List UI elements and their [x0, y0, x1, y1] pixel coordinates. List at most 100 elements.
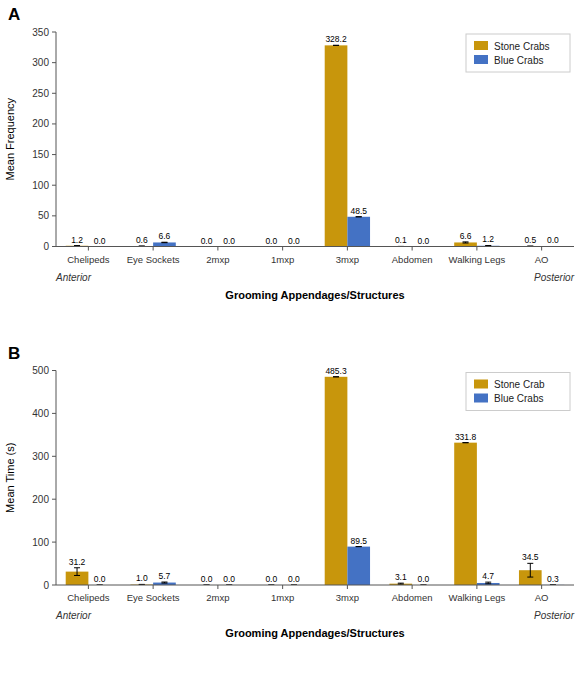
- x-tick: [541, 585, 542, 589]
- error-cap: [485, 582, 491, 583]
- x-axis-line: [56, 246, 574, 247]
- data-label: 6.6: [460, 231, 472, 241]
- y-tick-label: 0: [43, 241, 49, 252]
- y-tick-label: 300: [32, 57, 49, 68]
- data-labels: 31.21.00.00.0485.33.1331.834.50.05.70.00…: [69, 366, 559, 584]
- y-tick: [52, 413, 56, 414]
- data-label: 0.6: [136, 235, 148, 245]
- y-tick-label: 300: [32, 451, 49, 462]
- bars: [66, 45, 556, 246]
- x-tick-label: 2mxp: [206, 592, 229, 603]
- legend-entry: Stone Crabs: [494, 41, 550, 52]
- data-label: 0.0: [547, 235, 559, 245]
- error-cap: [161, 242, 167, 243]
- x-tick: [347, 247, 348, 251]
- data-label: 0.5: [524, 235, 536, 245]
- data-label: 0.0: [288, 236, 300, 246]
- data-label: 1.2: [482, 234, 494, 244]
- error-bar: [161, 582, 167, 583]
- error-cap: [398, 583, 404, 584]
- data-label: 0.0: [265, 236, 277, 246]
- error-cap: [356, 216, 362, 217]
- data-label: 0.3: [547, 574, 559, 584]
- x-tick: [88, 585, 89, 589]
- error-cap: [527, 563, 533, 564]
- data-label: 0.0: [418, 574, 430, 584]
- annotation: Anterior: [55, 610, 92, 621]
- x-tick-label: 3mxp: [336, 254, 359, 265]
- error-cap: [74, 575, 80, 576]
- y-tick-label: 500: [32, 365, 49, 376]
- y-tick: [52, 93, 56, 94]
- x-tick-label: AO: [535, 592, 549, 603]
- x-tick-label: 2mxp: [206, 254, 229, 265]
- y-axis-label: Mean Time (s): [4, 443, 16, 513]
- data-label: 0.0: [265, 574, 277, 584]
- legend: Stone CrabBlue Crabs: [466, 373, 570, 411]
- legend-entry: Blue Crabs: [494, 55, 543, 66]
- x-axis-label: Grooming Appendages/Structures: [225, 289, 404, 301]
- x-tick: [347, 585, 348, 589]
- x-tick: [153, 247, 154, 251]
- error-bar: [333, 376, 339, 377]
- y-tick-label: 200: [32, 118, 49, 129]
- error-cap: [161, 582, 167, 583]
- error-bar: [463, 442, 469, 443]
- y-tick-label: 350: [32, 27, 49, 38]
- y-tick: [52, 154, 56, 155]
- y-axis-line: [56, 371, 57, 586]
- error-line: [530, 563, 531, 577]
- x-tick: [217, 585, 218, 589]
- x-tick: [541, 247, 542, 251]
- panel-title: B: [8, 344, 20, 363]
- data-label: 0.0: [201, 574, 213, 584]
- error-cap: [161, 583, 167, 584]
- x-tick-label: 3mxp: [336, 592, 359, 603]
- data-label: 4.7: [482, 571, 494, 581]
- legend-swatch: [474, 394, 488, 403]
- error-cap: [356, 216, 362, 217]
- data-label: 5.7: [159, 571, 171, 581]
- y-tick: [52, 542, 56, 543]
- y-axis-line: [56, 32, 57, 247]
- y-tick: [52, 185, 56, 186]
- x-tick: [282, 247, 283, 251]
- x-tick-label: Walking Legs: [449, 592, 506, 603]
- error-cap: [161, 242, 167, 243]
- y-tick-label: 100: [32, 537, 49, 548]
- error-bar: [398, 583, 404, 584]
- error-cap: [485, 245, 491, 246]
- y-tick-label: 50: [38, 210, 50, 221]
- x-tick-label: 1mxp: [271, 254, 294, 265]
- bar: [454, 242, 477, 246]
- y-tick: [52, 456, 56, 457]
- error-cap: [463, 442, 469, 443]
- error-bar: [356, 216, 362, 217]
- y-tick: [52, 370, 56, 371]
- data-label: 89.5: [350, 536, 367, 546]
- y-tick: [52, 585, 56, 586]
- x-tick: [282, 585, 283, 589]
- annotation: Posterior: [534, 272, 575, 283]
- x-tick-label: Abdomen: [392, 592, 433, 603]
- y-tick-label: 150: [32, 149, 49, 160]
- x-tick: [412, 247, 413, 251]
- x-tick-label: Chelipeds: [67, 592, 109, 603]
- chart: A0501001502002503003501.20.60.00.0328.20…: [0, 0, 588, 677]
- x-tick: [88, 247, 89, 251]
- data-label: 1.2: [71, 235, 83, 245]
- y-tick: [52, 62, 56, 63]
- error-cap: [74, 567, 80, 568]
- data-label: 0.0: [223, 236, 235, 246]
- error-cap: [74, 245, 80, 246]
- error-bar: [485, 582, 491, 584]
- data-label: 1.0: [136, 573, 148, 583]
- bar: [153, 242, 176, 246]
- data-label: 0.0: [201, 236, 213, 246]
- y-tick: [52, 32, 56, 33]
- legend-frame: [466, 34, 570, 72]
- data-label: 0.0: [223, 574, 235, 584]
- data-label: 0.0: [288, 574, 300, 584]
- data-label: 0.0: [94, 574, 106, 584]
- x-tick-label: 1mxp: [271, 592, 294, 603]
